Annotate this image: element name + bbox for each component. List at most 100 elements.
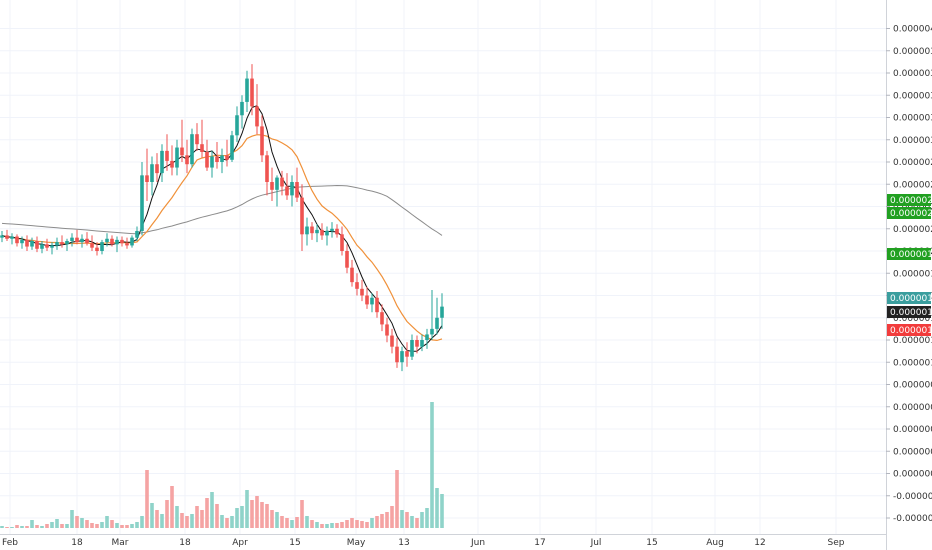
x-tick-label: 18 [71,538,83,548]
volume-bar [125,525,129,528]
candle-body [230,135,234,160]
candle-body [245,78,249,102]
candle-body [80,238,84,243]
volume-bar [425,508,429,528]
candle-body [175,147,179,168]
candle-body [360,288,364,296]
candle-body [325,230,329,236]
price-tag-label: 0.00000155 [890,294,932,304]
candle-body [265,155,269,183]
volume-bar [55,519,59,528]
volume-bar [395,470,399,528]
x-tick-label: 13 [398,538,409,548]
candle-body [280,177,284,187]
candle-body [320,229,324,236]
volume-bar [140,516,144,528]
volume-bar [180,513,184,528]
candle-body [400,351,404,363]
volume-bar [290,520,294,528]
candle-body [110,238,114,245]
candle-body [335,228,339,235]
candle-body [240,101,244,116]
candle-body [95,247,99,251]
volume-bar [20,526,24,528]
y-tick-label: 0.00000300 [893,136,932,146]
candle-body [25,239,29,247]
candle-body [305,226,309,235]
volume-bar [255,496,259,528]
candle-body [150,164,154,183]
volume-bar [315,522,319,528]
x-tick-label: Feb [2,538,18,548]
y-tick-label: 0.00000020 [893,447,932,457]
candle-body [205,151,209,168]
y-tick-label: 0.00000180 [893,269,932,279]
price-tag-target [887,194,931,206]
candle-body [440,306,444,318]
volume-bar [35,525,39,528]
candle-body [35,240,39,249]
volume-bar [100,522,104,528]
candle-body [300,197,304,235]
candle-body [295,182,299,198]
candle-body [15,236,19,244]
x-tick-label: Mar [112,538,129,548]
price-tag-last [887,306,931,318]
candle-body [20,239,24,244]
candle-body [390,335,394,347]
candle-body [75,237,79,243]
volume-bar [115,523,119,528]
price-tag-label: 0.00000195 [890,250,932,260]
volume-bar [105,516,109,528]
volume-bar [145,470,149,528]
x-tick-label: Jul [590,538,602,548]
y-tick-label: 0.00000340 [893,91,932,101]
x-tick-label: 15 [289,538,300,548]
x-tick-label: 15 [646,538,657,548]
candle-body [430,328,434,335]
volume-bar [0,526,4,528]
candle-body [70,237,74,241]
candle-body [105,238,109,243]
candle-body [345,251,349,268]
volume-bar [320,524,324,528]
volume-bar [110,520,114,528]
candle-body [355,282,359,289]
volume-bar [420,512,424,528]
volume-bars [0,402,444,528]
volume-bar [370,518,374,528]
price-tag-label: 0.00000242 [890,196,932,206]
price-tag-label: 0.00000127 [890,326,932,336]
price-tag-target [887,248,931,260]
time-axis[interactable]: Feb 18 Mar 18 Apr 15 May 13 Jun 17 Jul 15 Aug 12 Sep [0,534,886,549]
volume-bar [270,510,274,528]
volume-bar [60,524,64,528]
candle-body [310,226,314,234]
volume-bar [365,522,369,528]
candle-body [115,239,119,245]
volume-bar [130,524,134,528]
candle-body [0,235,4,238]
volume-bar [200,510,204,528]
volume-bar [45,524,49,528]
price-tag-label: 0.00000241 [890,209,932,219]
volume-bar [345,520,349,528]
y-tick-label: 0.00000220 [893,225,932,235]
y-tick-label: 0.00000360 [893,69,932,79]
volume-bar [185,516,189,528]
candle-body [120,239,124,244]
volume-bar [350,518,354,528]
volume-bar [230,516,234,528]
candle-body [365,295,369,305]
candle-body [185,155,189,165]
volume-bar [90,523,94,528]
candle-body [160,150,164,174]
price-tags: 0.00000242 0.00000241 0.00000195 0.00000155… [887,194,932,336]
volume-bar [10,527,14,528]
volume-bar [380,514,384,528]
volume-bar [295,517,299,528]
price-axis[interactable]: 0.00000400 0.00000380 0.00000360 0.00000340… [886,0,932,550]
volume-bar [165,500,169,528]
candle-body [370,297,374,305]
